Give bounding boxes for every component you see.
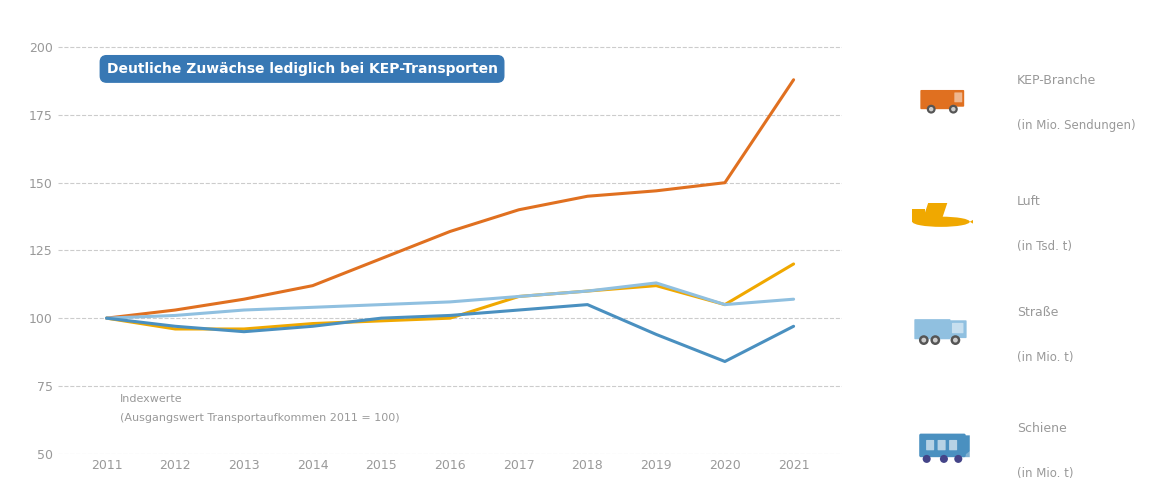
Text: Luft: Luft <box>1017 195 1040 208</box>
FancyBboxPatch shape <box>949 320 967 338</box>
Text: Straße: Straße <box>1017 306 1058 319</box>
Circle shape <box>933 338 938 343</box>
Circle shape <box>919 335 928 345</box>
Circle shape <box>927 105 935 113</box>
Circle shape <box>940 455 948 463</box>
Text: (in Mio. Sendungen): (in Mio. Sendungen) <box>1017 119 1135 133</box>
Circle shape <box>921 338 926 343</box>
Text: Indexwerte: Indexwerte <box>120 394 182 404</box>
FancyBboxPatch shape <box>920 90 954 109</box>
Ellipse shape <box>912 217 970 227</box>
Circle shape <box>954 455 962 463</box>
Text: Deutliche Zuwächse lediglich bei KEP-Transporten: Deutliche Zuwächse lediglich bei KEP-Tra… <box>106 62 498 76</box>
Text: KEP-Branche: KEP-Branche <box>1017 74 1097 87</box>
Polygon shape <box>912 209 925 222</box>
Circle shape <box>949 105 957 113</box>
Polygon shape <box>964 435 970 456</box>
Circle shape <box>952 107 955 111</box>
Polygon shape <box>912 452 970 457</box>
FancyBboxPatch shape <box>953 90 964 107</box>
Text: (Ausgangswert Transportaufkommen 2011 = 100): (Ausgangswert Transportaufkommen 2011 = … <box>120 413 400 423</box>
FancyBboxPatch shape <box>949 440 957 450</box>
Circle shape <box>922 455 931 463</box>
Circle shape <box>950 335 960 345</box>
FancyBboxPatch shape <box>938 440 946 450</box>
Polygon shape <box>922 203 947 222</box>
FancyBboxPatch shape <box>919 433 966 457</box>
Text: (in Tsd. t): (in Tsd. t) <box>1017 240 1072 254</box>
Text: (in Mio. t): (in Mio. t) <box>1017 467 1073 480</box>
Circle shape <box>929 107 933 111</box>
FancyBboxPatch shape <box>952 323 963 333</box>
Text: Schiene: Schiene <box>1017 422 1067 435</box>
Circle shape <box>931 335 940 345</box>
FancyBboxPatch shape <box>914 319 950 339</box>
Text: (in Mio. t): (in Mio. t) <box>1017 351 1073 364</box>
Circle shape <box>953 338 957 343</box>
FancyBboxPatch shape <box>954 92 962 102</box>
FancyBboxPatch shape <box>926 440 934 450</box>
Wedge shape <box>970 219 976 225</box>
